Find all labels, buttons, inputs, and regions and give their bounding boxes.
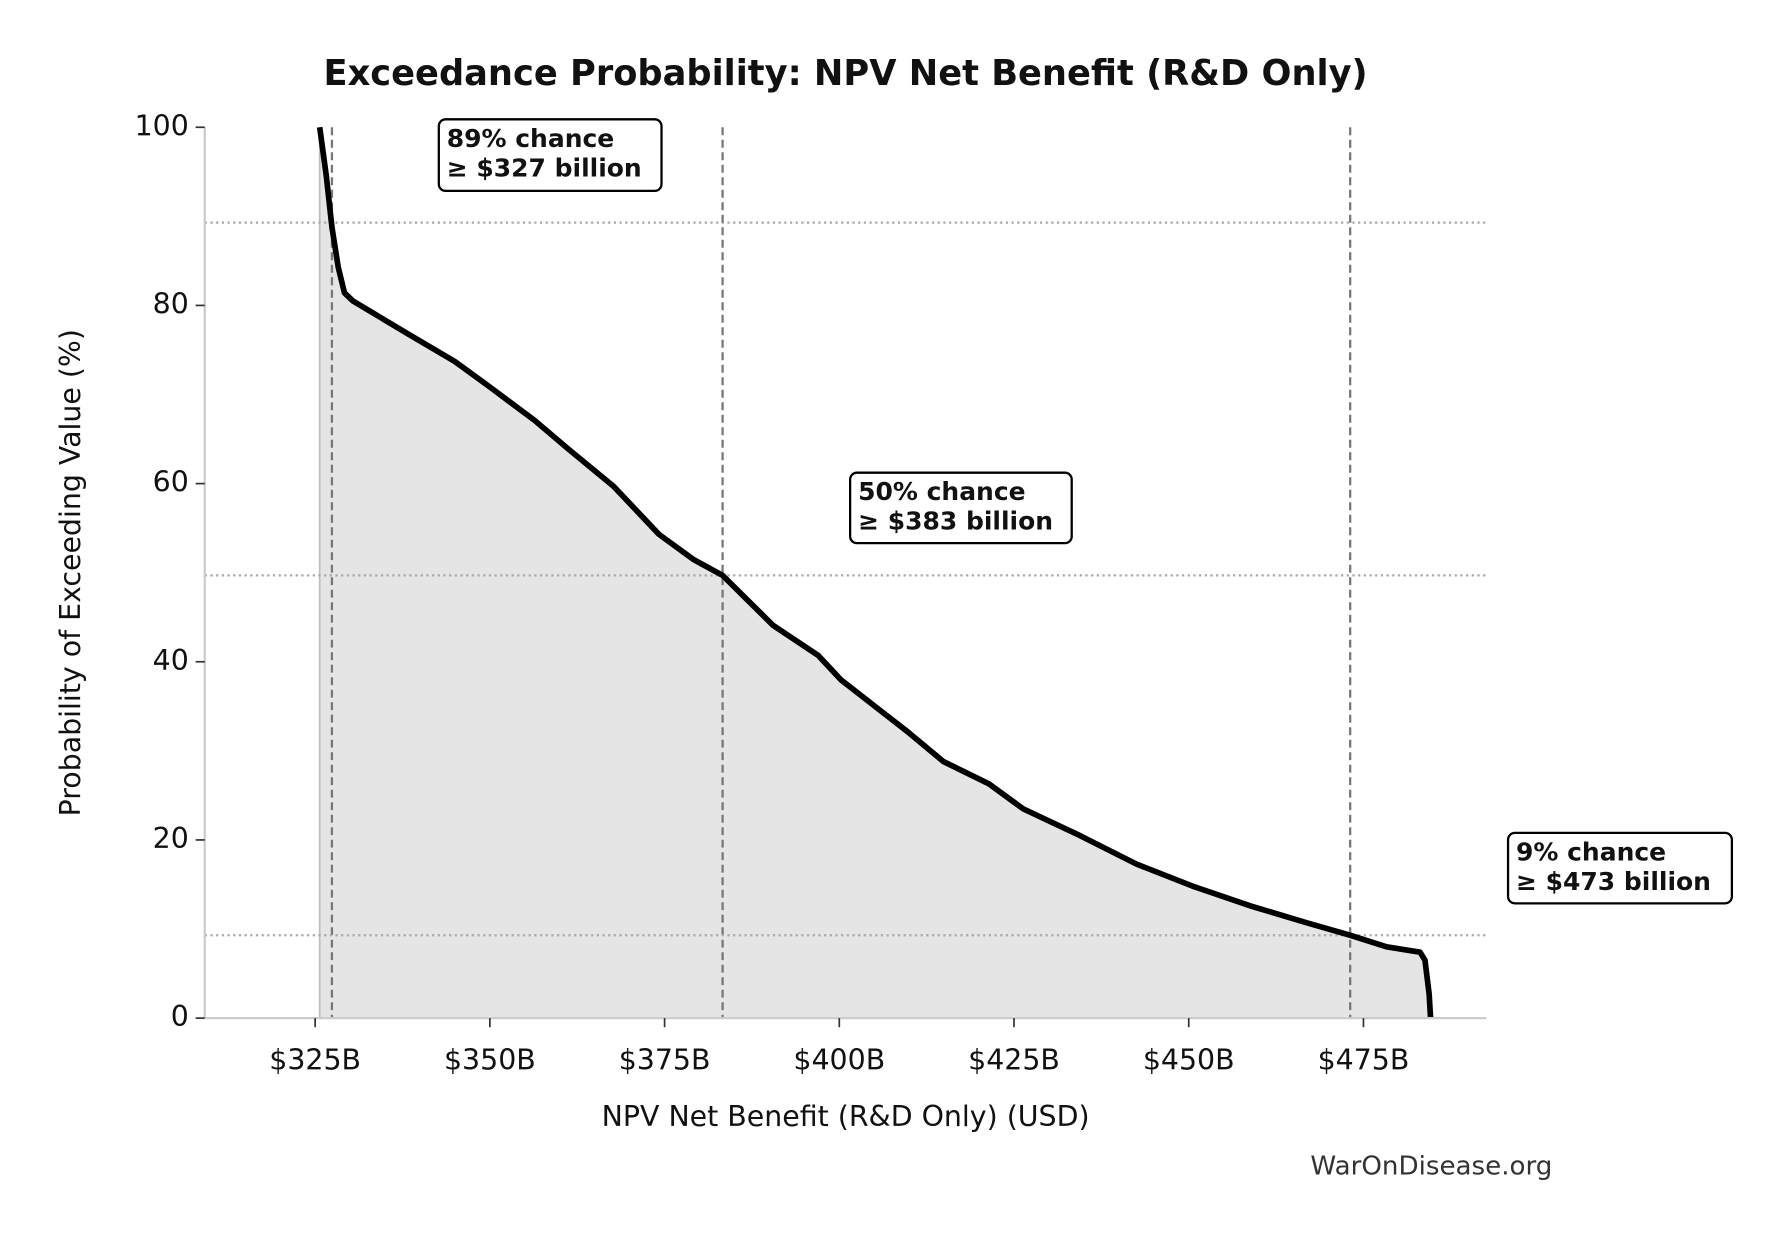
chart-title: Exceedance Probability: NPV Net Benefit … bbox=[324, 53, 1368, 94]
annotation-text: ≥ $327 billion bbox=[447, 153, 642, 182]
annotation-text: 9% chance bbox=[1516, 837, 1666, 866]
annotation-text: ≥ $383 billion bbox=[858, 507, 1053, 536]
annotation-box bbox=[1506, 831, 1734, 905]
area bbox=[319, 127, 1431, 1019]
x-axis-label: NPV Net Benefit (R&D Only) (USD) bbox=[602, 1100, 1090, 1133]
y-tick-label: 80 bbox=[153, 287, 189, 320]
x-tick-label: $375B bbox=[619, 1043, 711, 1076]
x-tick-label: $425B bbox=[968, 1043, 1060, 1076]
x-tick-label: $450B bbox=[1143, 1043, 1235, 1076]
y-tick-label: 60 bbox=[153, 466, 189, 499]
line bbox=[316, 126, 1434, 1019]
y-tick-label: 40 bbox=[153, 644, 189, 677]
annotation-text: 50% chance bbox=[858, 477, 1026, 506]
x-tick-label: $325B bbox=[269, 1043, 361, 1076]
annotation-box bbox=[849, 471, 1073, 545]
y-tick-label: 20 bbox=[153, 822, 189, 855]
x-tick-label: $350B bbox=[444, 1043, 536, 1076]
y-tick-label: 0 bbox=[171, 1000, 189, 1033]
y-tick-label: 100 bbox=[135, 109, 189, 142]
annotation-text: 89% chance bbox=[447, 124, 614, 153]
source: WarOnDisease.org bbox=[1310, 1151, 1552, 1181]
x-tick-label: $400B bbox=[793, 1043, 885, 1076]
annotation-box bbox=[437, 118, 663, 193]
y-axis-label: Probability of Exceeding Value (%) bbox=[54, 329, 87, 816]
x-tick-label: $475B bbox=[1318, 1043, 1410, 1076]
annotation-text: ≥ $473 billion bbox=[1516, 867, 1711, 896]
